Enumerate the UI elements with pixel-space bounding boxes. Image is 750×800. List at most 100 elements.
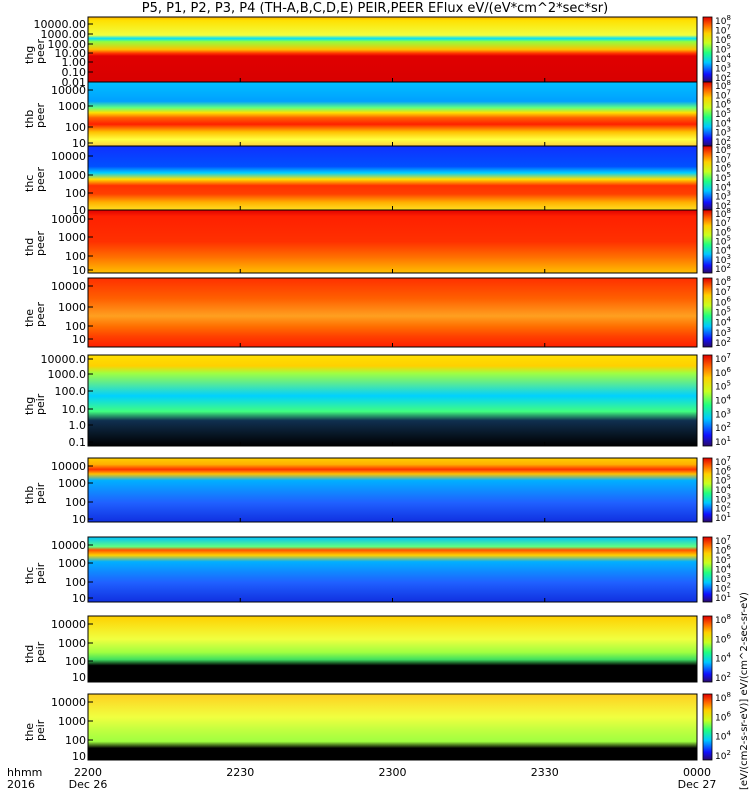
y-tick-label: 1000 [58,477,86,490]
colorbar-tick-label: 106 [715,98,731,111]
colorbar-tick-label: 106 [715,544,731,557]
spectrogram-heatmap [88,210,697,273]
panel-thd-peer [88,210,697,273]
panel-label-species: peer [34,38,47,64]
chart-title: P5, P1, P2, P3, P4 (TH-A,B,C,D,E) PEIR,P… [141,1,609,16]
colorbar-tick-label: 104 [715,244,731,257]
colorbar-tick-label: 101 [715,435,731,448]
spectrogram-heatmap [88,82,697,146]
panel-thc-peer [88,146,697,210]
colorbar-tick-label: 103 [715,126,731,139]
colorbar-tick-label: 106 [715,295,731,308]
y-tick-label: 1000 [58,231,86,244]
colorbar-tick-label: 107 [715,152,731,165]
panel-label: thd peer [23,230,47,256]
colorbar-tick-label: 105 [715,171,731,184]
panel-label-species: peer [34,102,47,128]
y-tick-label: 1000 [58,637,86,650]
colorbar-tick-label: 107 [715,88,731,101]
panel-label: the peir [23,720,47,741]
colorbar-tick-label: 103 [715,407,731,420]
colorbar-tick-label: 106 [715,162,731,175]
panel-thg-peer [88,17,697,82]
colorbar [702,277,713,348]
colorbar [702,615,713,683]
spectrogram-heatmap [88,694,697,760]
colorbar-tick-label: 103 [715,253,731,266]
panel-label: thb peir [23,483,47,504]
panel-thd-peir [88,616,697,682]
y-tick-label: 1.00 [62,56,87,69]
y-tick-label: 100.0 [55,385,87,398]
colorbar-tick-label: 106 [715,464,731,477]
colorbar-tick-label: 108 [715,613,731,626]
panel-label: thd peir [23,641,47,663]
colorbar-tick-label: 102 [715,71,731,84]
spectrogram-heatmap [88,146,697,210]
panel-label-species: peer [34,230,47,256]
y-tick-label: 1000 [58,100,86,113]
colorbar-tick-label: 108 [715,207,731,220]
y-tick-label: 10000 [51,213,86,226]
y-tick-label: 1000 [58,715,86,728]
panel-label: thc peir [23,562,47,584]
spectrogram-heatmap [88,355,697,446]
y-tick-label: 10000 [51,696,86,709]
colorbar [702,457,713,523]
colorbar-tick-label: 107 [715,216,731,229]
colorbar [702,209,713,274]
x-tick-label: 2230 [226,766,255,779]
colorbar-tick-label: 102 [715,749,731,762]
y-tick-label: 10 [72,204,86,217]
colorbar-tick-label: 103 [715,572,731,585]
panel-label: thb peer [23,102,47,128]
y-tick-label: 1.0 [69,419,87,432]
panel-label-species: peer [34,301,47,327]
colorbar-tick-label: 102 [715,582,731,595]
colorbar-tick-label: 102 [715,671,731,684]
colorbar-tick-label: 107 [715,352,731,365]
x-axis-row-label-time: hhmm [7,766,43,779]
y-tick-label: 10000 [51,618,86,631]
colorbar-tick-label: 104 [715,316,731,329]
spectrogram-heatmap [88,17,697,82]
x-tick-date-label: Dec 26 [68,778,108,791]
y-tick-label: 1000 [58,301,86,314]
panel-thb-peir [88,458,697,522]
colorbar-tick-label: 101 [715,591,731,604]
y-tick-label: 0.01 [62,76,87,89]
panel-thg-peir [88,355,697,446]
colorbar-tick-label: 104 [715,180,731,193]
colorbar-tick-label: 105 [715,474,731,487]
colorbar-tick-label: 108 [715,79,731,92]
panel-label: thg peer [23,38,47,64]
panel-the-peer [88,278,697,347]
y-tick-label: 1000 [58,557,86,570]
colorbar-tick-label: 107 [715,455,731,468]
colorbar-tick-label: 106 [715,366,731,379]
panel-label-species: peir [34,562,47,584]
y-tick-label: 10000.00 [34,18,87,31]
y-tick-label: 100 [65,250,86,263]
colorbar-units-label: [eV/(cm2-s-sr-eV)] eV/(cm^2-sec-sr-eV) [739,592,750,790]
x-axis-row-label-year: 2016 [7,778,35,791]
y-tick-label: 10000 [51,460,86,473]
y-tick-label: 10000.0 [41,353,87,366]
colorbar-tick-label: 107 [715,285,731,298]
colorbar-tick-label: 106 [715,225,731,238]
spectrogram-heatmap [88,537,697,602]
y-tick-label: 10000 [51,539,86,552]
panel-label-species: peir [34,641,47,663]
colorbar-tick-label: 103 [715,62,731,75]
colorbar [702,81,713,147]
y-tick-label: 1000.0 [48,368,87,381]
colorbar [702,145,713,211]
panel-label-species: peir [34,393,47,415]
y-tick-label: 10000 [51,84,86,97]
panel-thb-peer [88,82,697,146]
colorbar-tick-label: 105 [715,235,731,248]
colorbar-tick-label: 108 [715,143,731,156]
y-tick-label: 10 [72,137,86,150]
colorbar-tick-label: 103 [715,326,731,339]
